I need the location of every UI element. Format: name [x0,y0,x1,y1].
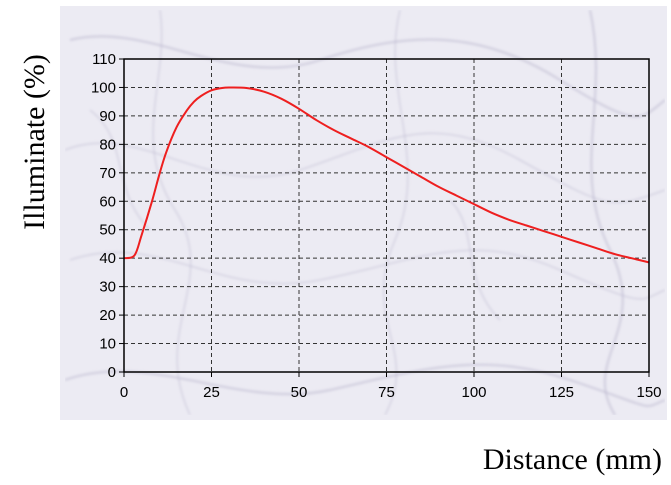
y-tick-label: 50 [99,222,116,239]
y-tick-label: 40 [99,250,116,267]
plot-frame [123,58,650,373]
marble-vein [382,9,409,416]
y-axis-title: Illuminate (%) [18,54,51,230]
y-tick-label: 110 [92,51,116,68]
x-axis-title: Distance (mm) [483,443,662,476]
y-tick-label: 60 [99,193,116,210]
y-tick-label: 20 [99,307,116,324]
y-tick-label: 10 [99,336,116,353]
y-tick-label: 30 [99,279,116,296]
marble-vein [89,109,151,231]
y-tick-label: 80 [99,136,116,153]
y-tick-label: 100 [91,79,116,96]
y-tick-label: 70 [99,165,116,182]
x-tick-label: 100 [461,384,486,401]
y-tick-label: 0 [108,364,116,381]
x-tick-label: 0 [120,384,128,401]
y-tick-label: 90 [99,108,116,125]
x-tick-label: 150 [636,384,661,401]
x-axis-ticks: 0 25 50 75 100 125 150 [120,372,662,401]
x-tick-label: 75 [378,384,395,401]
marble-vein [152,9,192,416]
marble-vein [64,363,666,408]
marble-vein [449,199,501,321]
grid-lines [124,59,649,372]
x-tick-label: 50 [291,384,308,401]
marble-vein [69,35,666,118]
y-axis-ticks: 0 10 20 30 40 50 60 70 80 90 100 110 [91,51,124,381]
series-line [123,86,650,264]
chart-panel [60,6,667,420]
x-tick-label: 25 [203,384,220,401]
x-tick-label: 125 [549,384,574,401]
